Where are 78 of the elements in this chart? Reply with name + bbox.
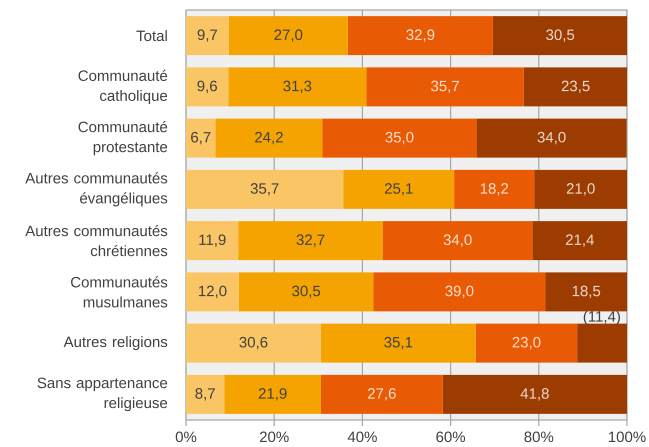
data-label: 41,8 (520, 388, 549, 401)
bar (186, 67, 228, 106)
bar (186, 170, 344, 209)
data-label: 32,9 (406, 29, 434, 42)
annotation: (11,4) (584, 310, 620, 325)
data-label: 24,2 (255, 132, 283, 144)
data-label: 32,7 (296, 234, 324, 247)
bar (532, 221, 627, 260)
data-label: 30,5 (546, 29, 574, 42)
bar (476, 324, 578, 363)
bar (186, 374, 224, 414)
x-tick-label: 100% (608, 432, 646, 442)
data-label: 34,0 (444, 234, 472, 247)
bar (373, 272, 546, 312)
bar (224, 374, 321, 414)
data-label: 23,5 (562, 80, 590, 94)
y-tick-label: Communauté catholique (78, 70, 168, 104)
bar (545, 272, 627, 312)
bar (492, 16, 627, 56)
data-label: 23,0 (512, 336, 540, 350)
data-label: 21,9 (258, 388, 287, 401)
data-label: 39,0 (445, 286, 474, 298)
data-label: 30,5 (292, 286, 320, 298)
data-label: 35,0 (385, 132, 414, 144)
bar (186, 272, 239, 312)
bar (322, 118, 477, 158)
y-tick-label: Communautés musulmanes (71, 276, 168, 308)
data-label: 35,7 (250, 183, 279, 196)
y-tick-label: Sans appartenance religieuse (38, 378, 168, 412)
data-label: 9,6 (197, 80, 217, 94)
y-tick-label: Autres communautés évangéliques (25, 172, 168, 206)
x-tick-label: 60% (436, 432, 466, 442)
data-label: 30,6 (239, 336, 268, 350)
x-tick-label: 0% (176, 432, 196, 442)
y-tick-label: Autres religions (64, 336, 168, 350)
bar (186, 221, 238, 260)
y-tick-label: Autres communautés chrétiennes (25, 225, 168, 256)
data-label: 18,5 (572, 286, 600, 298)
data-label: 21,4 (566, 234, 594, 247)
data-label: 25,1 (384, 183, 413, 196)
data-label: 8,7 (195, 388, 215, 401)
data-label: 27,0 (274, 29, 302, 42)
bar (476, 118, 627, 158)
bar (348, 16, 493, 56)
bar (366, 67, 524, 106)
bar (320, 374, 443, 414)
bar (442, 374, 627, 414)
data-label: 27,6 (368, 388, 396, 401)
bar (577, 324, 627, 363)
y-tick-label: Communauté protestante (78, 121, 168, 156)
bar (228, 67, 366, 106)
bar (186, 16, 229, 56)
x-tick-label: 40% (348, 432, 377, 442)
data-label: 35,1 (384, 336, 412, 350)
bar (343, 170, 454, 209)
data-label: 18,2 (480, 183, 508, 196)
data-label: 34,0 (538, 132, 566, 144)
bar (454, 170, 534, 209)
bar (186, 118, 216, 158)
bar (320, 324, 476, 363)
data-label: 35,7 (431, 80, 459, 94)
bar (228, 16, 348, 56)
y-tick-label: Total (136, 30, 167, 42)
data-label: 12,0 (199, 286, 226, 298)
data-label: 31,3 (283, 80, 312, 94)
data-label: 11,9 (199, 234, 226, 247)
bar (216, 118, 322, 158)
data-label: 21,0 (566, 183, 595, 196)
bar (382, 221, 533, 260)
data-label: 6,7 (191, 132, 210, 144)
bar (238, 221, 383, 260)
bar (534, 170, 627, 209)
bar (524, 67, 627, 106)
bar (238, 272, 374, 312)
x-tick-label: 20% (260, 432, 289, 442)
data-label: 9,7 (198, 29, 218, 42)
x-tick-label: 80% (524, 432, 554, 442)
bar (186, 324, 321, 363)
